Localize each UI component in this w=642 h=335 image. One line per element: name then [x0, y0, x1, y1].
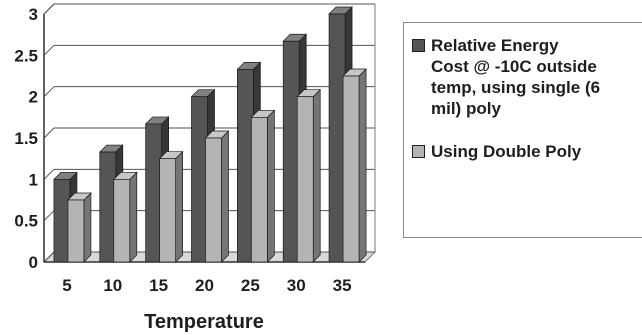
bar-double-poly-5-side: [83, 192, 92, 263]
bar-double-poly-5: [67, 192, 92, 263]
bar-double-poly-30: [296, 88, 322, 263]
y-tick-label: 1: [29, 170, 38, 189]
bar-double-poly-15: [158, 150, 184, 263]
bar-double-poly-35-front: [342, 75, 360, 263]
x-tick-label: 5: [62, 276, 71, 295]
legend-swatch-single-poly: [412, 39, 425, 52]
gridline-side: [43, 44, 55, 56]
bar-double-poly-25: [250, 109, 276, 263]
gridline-side: [43, 127, 55, 139]
bar-double-poly-10-front: [113, 178, 131, 263]
bar-double-poly-35: [342, 68, 367, 263]
y-tick-label: 2: [29, 88, 38, 107]
gridline-side: [43, 210, 55, 222]
bar-double-poly-15-front: [159, 158, 176, 263]
y-tick-labels: 0 0.5 1 1.5 2 2.5 3: [14, 5, 38, 272]
x-tick-label: 20: [195, 276, 214, 295]
bar-double-poly-20-front: [205, 137, 222, 263]
bar-single-poly-10-front: [99, 151, 117, 263]
bar-double-poly-20: [204, 130, 230, 263]
y-tick-label: 0.5: [14, 212, 38, 231]
gridline-side: [43, 86, 55, 98]
bar-double-poly-30-side: [312, 88, 321, 263]
bar-double-poly-25-side: [267, 109, 275, 263]
gridline-side: [43, 168, 55, 180]
bar-single-poly-25-front: [237, 69, 254, 263]
bar-double-poly-25-front: [251, 116, 268, 263]
bar-double-poly-20-side: [221, 130, 229, 263]
legend-swatch-double-poly: [412, 145, 425, 158]
x-tick-label: 35: [333, 276, 352, 295]
y-tick-label: 1.5: [14, 129, 38, 148]
bar-single-poly-20-front: [191, 96, 208, 263]
x-tick-label: 15: [149, 276, 168, 295]
bar-single-poly-15-front: [145, 123, 162, 263]
bar-single-poly-30-front: [282, 40, 300, 263]
gridline-side: [43, 251, 55, 263]
bar-double-poly-10: [112, 171, 138, 263]
bar-double-poly-35-side: [358, 68, 367, 263]
bars: [53, 6, 367, 263]
y-tick-label: 0: [29, 253, 38, 272]
bar-single-poly-35-front: [328, 13, 346, 263]
legend-entry-double-poly: Using Double Poly: [412, 141, 642, 162]
bar-double-poly-15-side: [175, 150, 183, 263]
legend-entry-single-poly: Relative Energy Cost @ -10C outside temp…: [412, 35, 642, 119]
bar-double-poly-10-side: [129, 171, 138, 263]
legend-label-double-poly: Using Double Poly: [431, 142, 582, 161]
x-tick-labels: 5 10 15 20 25 30 35: [62, 276, 351, 295]
y-axis-top-edge: [43, 3, 55, 15]
legend: Relative Energy Cost @ -10C outside temp…: [403, 22, 642, 238]
x-axis-title: Temperature: [144, 311, 264, 333]
y-tick-label: 3: [29, 5, 38, 24]
legend-label-single-poly: Relative Energy Cost @ -10C outside temp…: [431, 36, 601, 118]
x-tick-label: 30: [287, 276, 306, 295]
bar-double-poly-5-front: [67, 199, 85, 263]
bar-single-poly-5-front: [53, 178, 71, 263]
y-tick-label: 2.5: [14, 46, 38, 65]
x-tick-label: 10: [103, 276, 122, 295]
x-tick-label: 25: [241, 276, 260, 295]
bar-double-poly-30-front: [296, 96, 314, 263]
